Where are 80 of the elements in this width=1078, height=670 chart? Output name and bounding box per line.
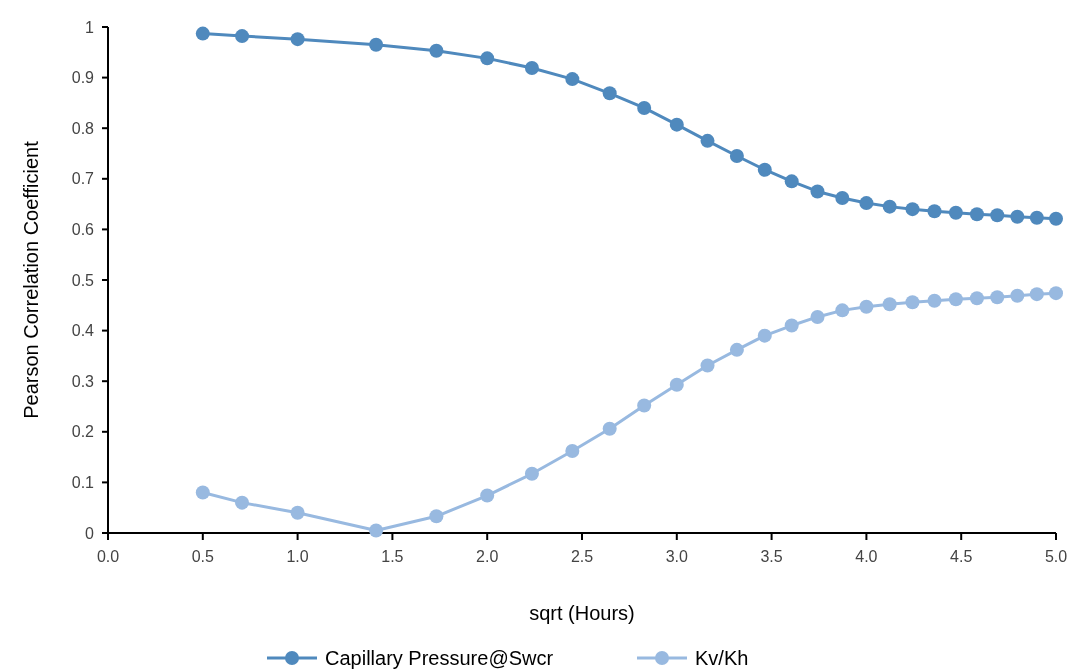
x-tick-label: 0.5: [191, 548, 215, 565]
point: [835, 303, 850, 318]
point: [524, 60, 539, 75]
point: [602, 86, 617, 101]
point: [669, 117, 684, 132]
point: [637, 100, 652, 115]
point: [637, 398, 652, 413]
x-tick-label: 5.0: [1044, 548, 1068, 565]
point: [948, 292, 963, 307]
point: [810, 309, 825, 324]
point: [859, 299, 874, 314]
point: [882, 297, 897, 312]
point: [859, 196, 874, 211]
point: [969, 291, 984, 306]
y-tick-label: 0.7: [71, 170, 95, 188]
point: [195, 485, 210, 500]
point: [369, 37, 384, 52]
y-tick-label: 0.1: [71, 474, 95, 491]
point: [235, 29, 250, 44]
point: [1029, 210, 1044, 225]
point: [905, 202, 920, 217]
point: [927, 204, 942, 219]
point: [700, 358, 715, 373]
x-axis-title: sqrt (Hours): [529, 602, 635, 624]
x-tick-label: 2.5: [570, 548, 594, 565]
point: [195, 26, 210, 41]
point: [429, 509, 444, 524]
point: [700, 133, 715, 148]
point: [1049, 211, 1063, 226]
x-tick-label: 2.0: [476, 548, 499, 565]
point: [729, 342, 744, 357]
y-tick-label: 1: [85, 18, 95, 36]
point: [990, 208, 1005, 223]
point: [757, 328, 772, 343]
point: [882, 199, 897, 214]
point: [784, 174, 799, 189]
point: [602, 421, 617, 436]
point: [905, 295, 920, 310]
point: [565, 72, 580, 87]
point: [369, 523, 384, 538]
x-tick-label: 1.0: [286, 548, 309, 565]
point: [524, 466, 539, 481]
point: [290, 32, 305, 47]
point: [1010, 209, 1025, 224]
point: [927, 293, 942, 308]
point: [480, 51, 495, 66]
point: [810, 184, 825, 199]
legend-label: Capillary Pressure@Swcr: [325, 647, 554, 669]
point: [729, 149, 744, 164]
x-tick-label: 0.0: [96, 548, 120, 565]
point: [565, 444, 580, 459]
point: [429, 43, 444, 58]
x-tick-label: 1.5: [381, 548, 404, 565]
legend-label: Kv/Kh: [695, 647, 749, 669]
x-tick-label: 3.5: [760, 548, 783, 565]
point: [1029, 287, 1044, 302]
y-tick-label: 0: [85, 524, 95, 542]
point: [948, 205, 963, 220]
point: [669, 377, 684, 392]
point: [990, 290, 1005, 305]
y-tick-label: 0.3: [71, 372, 95, 390]
point: [1010, 288, 1025, 303]
x-tick-label: 4.0: [855, 548, 878, 565]
y-tick-label: 0.9: [71, 69, 95, 87]
y-tick-label: 0.5: [71, 271, 95, 289]
point: [969, 207, 984, 222]
point: [835, 191, 850, 206]
point: [290, 505, 305, 520]
point: [235, 495, 250, 510]
point: [1049, 286, 1063, 301]
y-tick-label: 0.4: [71, 322, 95, 340]
y-tick-label: 0.8: [71, 119, 95, 137]
y-tick-label: 0.6: [71, 221, 95, 238]
y-tick-label: 0.2: [71, 423, 95, 441]
point: [757, 162, 772, 177]
point: [480, 488, 495, 503]
point: [784, 318, 799, 333]
y-axis-title: Pearson Correlation Coefficient: [20, 140, 42, 419]
x-tick-label: 4.5: [950, 548, 973, 565]
x-tick-label: 3.0: [665, 548, 689, 565]
